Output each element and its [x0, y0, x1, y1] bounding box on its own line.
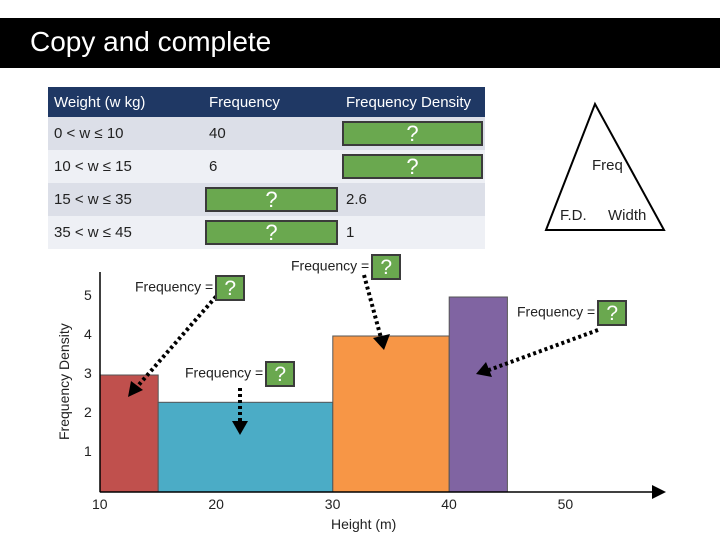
frequency-annotation: Frequency =? [185, 361, 296, 387]
arrow-head-icon [232, 421, 248, 435]
histogram-bar [448, 296, 508, 493]
triangle-label-fd: F.D. [560, 207, 587, 224]
annotation-label: Frequency = [291, 257, 370, 274]
question-box[interactable]: ? [265, 361, 296, 387]
frequency-table: Weight (w kg) Frequency Frequency Densit… [48, 87, 485, 249]
arrow-line [488, 328, 599, 372]
density-cell: 2.6 [340, 183, 485, 216]
x-tick-label: 40 [441, 496, 457, 512]
y-tick-label: 1 [84, 443, 92, 459]
triangle-label-width: Width [608, 207, 647, 224]
arrow-head-icon [128, 381, 143, 397]
arrow-head-icon [476, 362, 492, 377]
interval-cell: 0 < w ≤ 10 [48, 117, 203, 150]
annotation-label: Frequency = [185, 364, 264, 381]
table-row: 15 < w ≤ 35 ? 2.6 [48, 183, 485, 216]
y-tick-label: 5 [84, 287, 92, 303]
question-box[interactable]: ? [205, 220, 338, 245]
y-tick-label: 2 [84, 404, 92, 420]
formula-triangle [544, 101, 666, 231]
interval-cell: 35 < w ≤ 45 [48, 216, 203, 249]
page-title: Copy and complete [30, 26, 272, 57]
question-box[interactable]: ? [205, 187, 338, 212]
x-tick-label: 10 [92, 496, 108, 512]
frequency-annotation: Frequency =? [291, 254, 402, 280]
question-box[interactable]: ? [597, 300, 628, 326]
header-frequency-density: Frequency Density [340, 87, 485, 117]
interval-cell: 15 < w ≤ 35 [48, 183, 203, 216]
question-box[interactable]: ? [342, 154, 483, 179]
frequency-annotation: Frequency =? [517, 300, 628, 326]
x-tick-label: 20 [208, 496, 224, 512]
density-cell: ? [340, 117, 485, 150]
frequency-cell: 40 [203, 117, 340, 150]
x-axis-arrow-icon [652, 485, 666, 499]
histogram-bar [332, 335, 450, 493]
interval-cell: 10 < w ≤ 15 [48, 150, 203, 183]
y-tick-label: 4 [84, 326, 92, 342]
header-weight: Weight (w kg) [48, 87, 203, 117]
frequency-cell: ? [203, 216, 340, 249]
x-tick-label: 30 [324, 496, 341, 512]
title-bar: Copy and complete [0, 18, 720, 68]
y-tick-label: 3 [84, 365, 92, 381]
annotation-label: Frequency = [517, 303, 596, 320]
x-axis-title: Height (m) [331, 516, 397, 532]
frequency-annotation: Frequency =? [135, 275, 246, 301]
question-box[interactable]: ? [342, 121, 483, 146]
frequency-cell: ? [203, 183, 340, 216]
density-cell: ? [340, 150, 485, 183]
density-cell: 1 [340, 216, 485, 249]
arrow-head-icon [373, 334, 390, 350]
question-box[interactable]: ? [371, 254, 402, 280]
annotation-label: Frequency = [135, 278, 214, 295]
y-axis-title: Frequency Density [56, 323, 72, 440]
header-frequency: Frequency [203, 87, 340, 117]
table-row: 0 < w ≤ 10 40 ? [48, 117, 485, 150]
frequency-cell: 6 [203, 150, 340, 183]
x-tick-label: 50 [557, 496, 574, 512]
histogram-bar [157, 401, 334, 493]
triangle-label-freq: Freq [592, 157, 623, 174]
question-box[interactable]: ? [215, 275, 246, 301]
arrow-line [362, 274, 383, 339]
table-row: 35 < w ≤ 45 ? 1 [48, 216, 485, 249]
table-header: Weight (w kg) Frequency Frequency Densit… [48, 87, 485, 117]
table-row: 10 < w ≤ 15 6 ? [48, 150, 485, 183]
